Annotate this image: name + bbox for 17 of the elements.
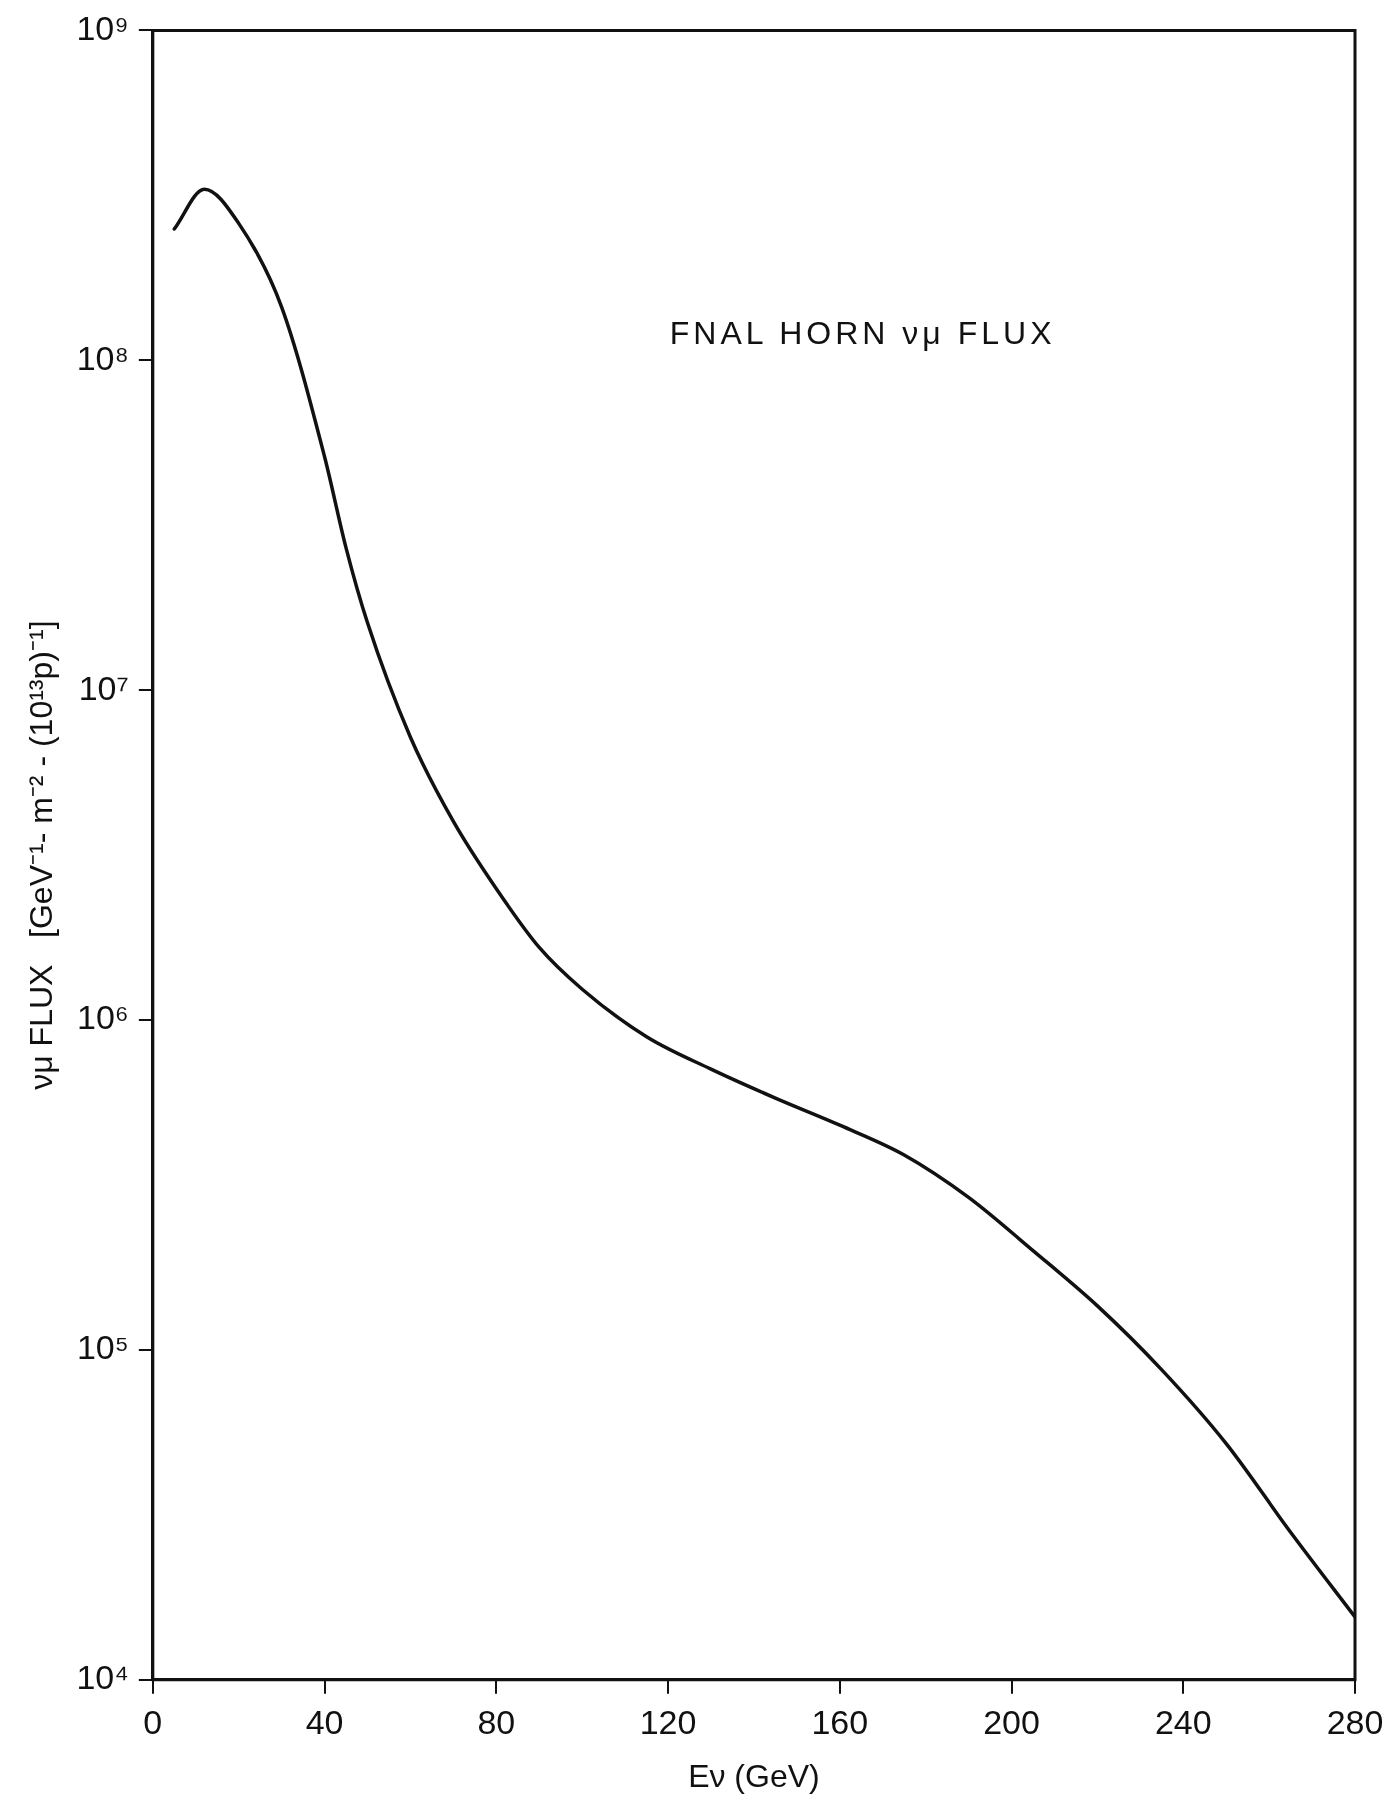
y-tick-label: 10⁶ <box>77 998 129 1037</box>
x-axis-title: Eν (GeV) <box>688 1757 820 1794</box>
y-tick-label: 10⁸ <box>76 338 129 377</box>
y-tick-label: 10⁷ <box>78 668 129 707</box>
y-tick-label: 10⁵ <box>76 1328 129 1367</box>
annotation: FNAL HORN νμ FLUX <box>669 314 1056 351</box>
y-axis-title: νμ FLUX [GeV⁻¹- m⁻² - (10¹³p)⁻¹] <box>23 620 60 1090</box>
x-tick-label: 40 <box>305 1702 344 1741</box>
x-tick-label: 280 <box>1326 1702 1384 1741</box>
x-tick-label: 120 <box>639 1702 697 1741</box>
x-tick-label: 80 <box>477 1702 516 1741</box>
x-tick-label: 240 <box>1154 1702 1212 1741</box>
x-tick-label: 200 <box>983 1702 1040 1741</box>
x-tick-label: 160 <box>811 1702 869 1741</box>
x-tick-label: 0 <box>143 1702 163 1741</box>
y-tick-label: 10⁴ <box>76 1658 129 1697</box>
y-tick-label: 10⁹ <box>76 8 129 47</box>
